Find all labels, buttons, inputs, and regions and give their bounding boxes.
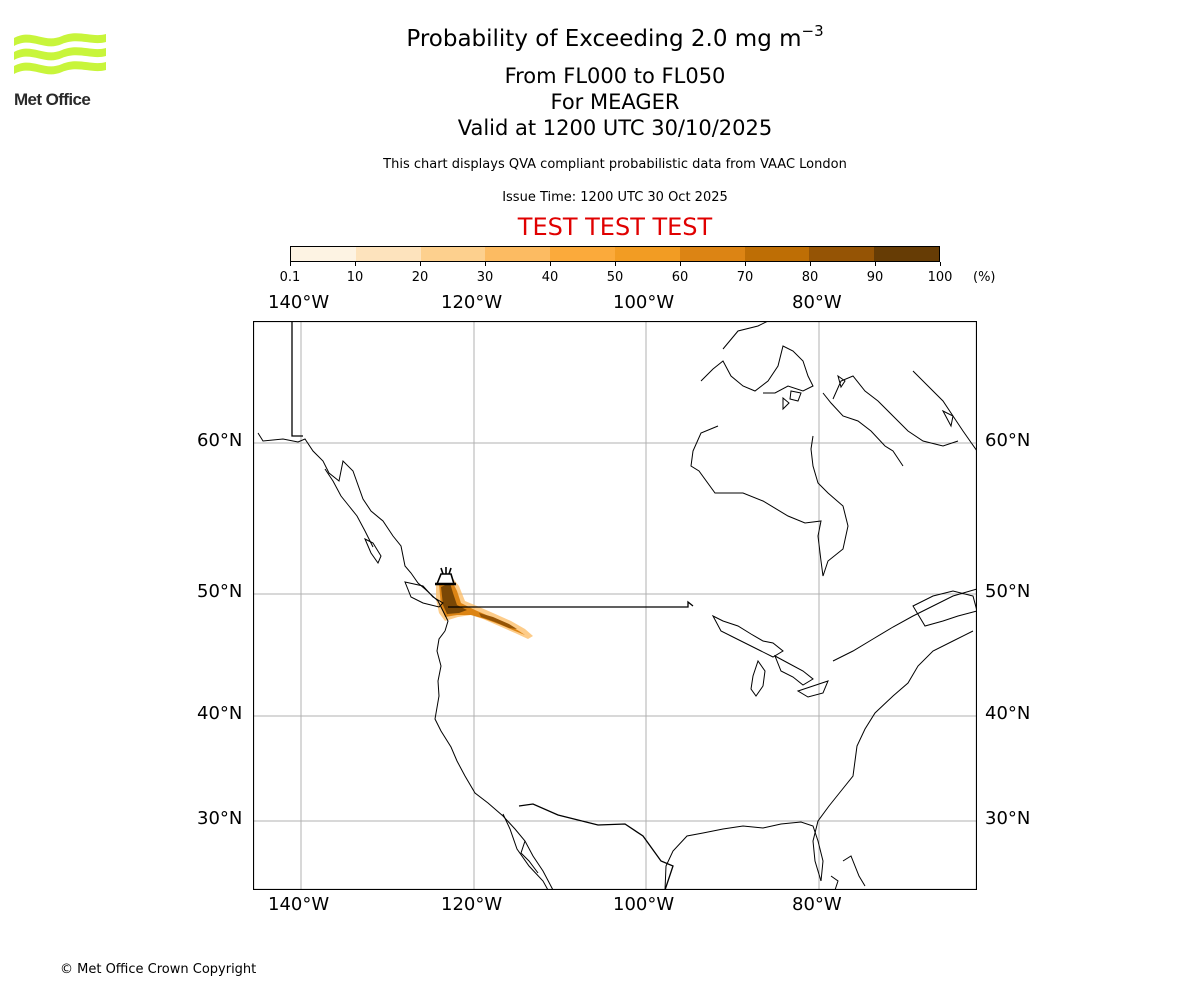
colorbar-tick-label: 60 [671, 270, 689, 285]
colorbar-tick [290, 262, 291, 266]
x-tick-bottom-120w: 120°W [441, 894, 503, 915]
colorbar-segment [420, 247, 486, 261]
y-tick-right-40n: 40°N [985, 703, 1031, 724]
colorbar-tick-label: 20 [411, 270, 429, 285]
flight-level-range: From FL000 to FL050 [504, 64, 726, 88]
coastlines [257, 321, 977, 890]
colorbar-tick [550, 262, 551, 266]
colorbar-tick [875, 262, 876, 266]
met-office-waves-icon [14, 33, 106, 75]
colorbar-tick [940, 262, 941, 266]
colorbar-tick [420, 262, 421, 266]
colorbar-tick-label: 80 [801, 270, 819, 285]
colorbar-segment [874, 247, 939, 261]
met-office-logo: Met Office [14, 30, 106, 112]
graticule [253, 321, 977, 890]
colorbar [290, 246, 940, 262]
colorbar-segment [355, 247, 421, 261]
colorbar-segment [550, 247, 615, 261]
colorbar-segment [744, 247, 810, 261]
title-main: Probability of Exceeding 2.0 mg m [406, 26, 802, 52]
title-superscript: −3 [801, 22, 824, 40]
colorbar-tick-label: 40 [541, 270, 559, 285]
colorbar-tick [810, 262, 811, 266]
x-tick-bottom-140w: 140°W [268, 894, 330, 915]
chart-subtitle-lines: From FL000 to FL050 For MEAGER Valid at … [0, 63, 1200, 141]
colorbar-tick-label: 90 [866, 270, 884, 285]
x-tick-bottom-80w: 80°W [792, 894, 842, 915]
y-tick-left-40n: 40°N [197, 703, 243, 724]
chart-title: Probability of Exceeding 2.0 mg m−3 [0, 22, 1200, 52]
y-tick-right-30n: 30°N [985, 808, 1031, 829]
colorbar-tick-label: 50 [606, 270, 624, 285]
colorbar-segment [614, 247, 680, 261]
data-source-note: This chart displays QVA compliant probab… [383, 157, 847, 172]
x-tick-top-80w: 80°W [792, 292, 842, 313]
colorbar-tick [745, 262, 746, 266]
political-borders [291, 321, 694, 890]
volcano-name: For MEAGER [550, 90, 680, 114]
colorbar-tick [680, 262, 681, 266]
x-tick-bottom-100w: 100°W [613, 894, 675, 915]
colorbar-tick [485, 262, 486, 266]
copyright: © Met Office Crown Copyright [60, 962, 257, 977]
colorbar-segment [679, 247, 745, 261]
colorbar-tick-label: 100 [927, 270, 953, 285]
colorbar-segment [809, 247, 875, 261]
colorbar-unit: (%) [973, 270, 996, 285]
x-tick-top-140w: 140°W [268, 292, 330, 313]
logo-text: Met Office [14, 90, 91, 109]
colorbar-tick [615, 262, 616, 266]
colorbar-tick-label: 10 [346, 270, 364, 285]
x-tick-top-120w: 120°W [441, 292, 503, 313]
y-tick-left-30n: 30°N [197, 808, 243, 829]
colorbar-segment [485, 247, 551, 261]
map-frame [253, 321, 977, 890]
map-panel [253, 321, 977, 890]
y-tick-right-50n: 50°N [985, 581, 1031, 602]
y-tick-right-60n: 60°N [985, 430, 1031, 451]
colorbar-segment [291, 247, 356, 261]
issue-time: Issue Time: 1200 UTC 30 Oct 2025 [502, 190, 728, 205]
volcano-icon [435, 567, 456, 586]
valid-time: Valid at 1200 UTC 30/10/2025 [457, 116, 773, 140]
colorbar-tick-label: 70 [736, 270, 754, 285]
x-tick-top-100w: 100°W [613, 292, 675, 313]
test-banner: TEST TEST TEST [517, 213, 713, 241]
colorbar-tick [355, 262, 356, 266]
y-tick-left-60n: 60°N [197, 430, 243, 451]
colorbar-tick-label: 0.1 [279, 270, 301, 285]
y-tick-left-50n: 50°N [197, 581, 243, 602]
colorbar-tick-label: 30 [476, 270, 494, 285]
